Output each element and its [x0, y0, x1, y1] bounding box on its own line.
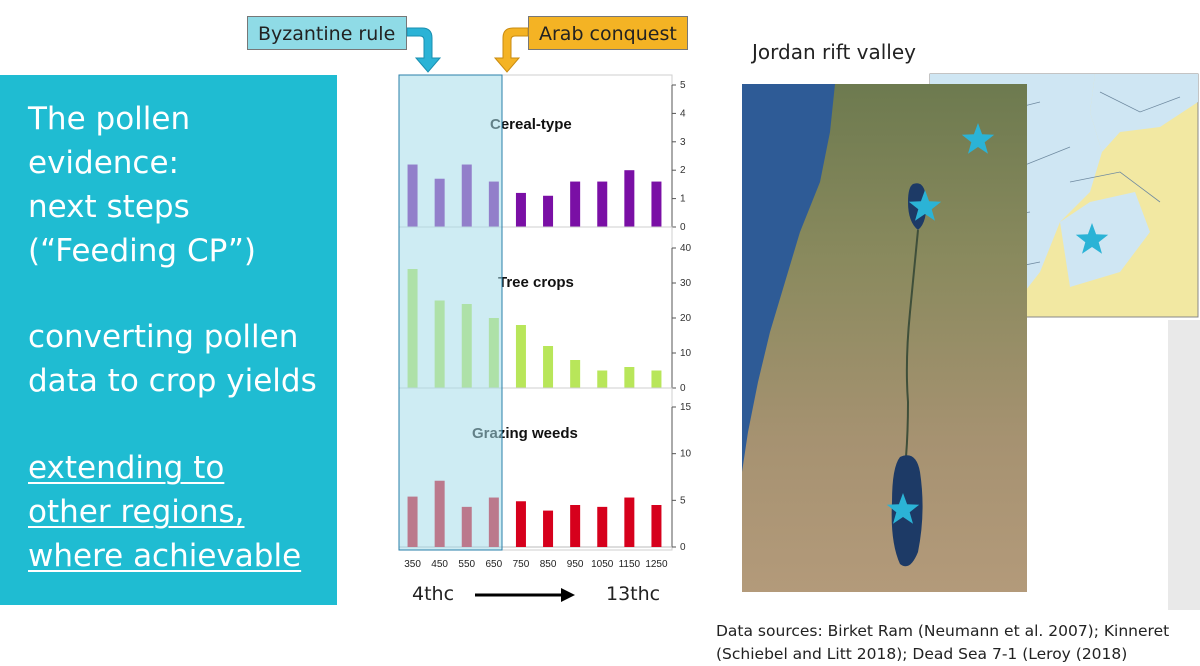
bar-1150 [624, 170, 635, 227]
sources-line-2: (Schiebel and Litt 2018); Dead Sea 7-1 (… [716, 645, 1128, 663]
y-tick-label: 15 [680, 402, 692, 413]
panel-line-5: converting pollen [28, 319, 299, 355]
byzantine-period-highlight [398, 74, 503, 551]
timeline-arrow-icon [475, 588, 575, 602]
data-sources: Data sources: Birket Ram (Neumann et al.… [716, 620, 1169, 666]
y-tick-label: 30 [680, 278, 692, 289]
panel-line-1: The pollen [28, 101, 191, 137]
bar-750 [515, 192, 526, 227]
jordan-river [905, 229, 919, 458]
bar-750 [515, 325, 526, 388]
pollen-chart: 0 1 2 3 4 5 Cereal-type 0 10 20 30 40 Tree crops 0 5 10… [398, 74, 692, 570]
x-tick-label: 1150 [619, 559, 641, 570]
bar-1050 [597, 181, 608, 227]
bar-1250 [651, 370, 662, 388]
bar-1050 [597, 370, 608, 388]
panel-line-6: data to crop yields [28, 363, 317, 399]
era-end-label: 13thc [606, 583, 661, 605]
arab-arrow-icon [493, 27, 529, 73]
era-start-label: 4thc [412, 583, 455, 605]
y-tick-label: 40 [680, 243, 692, 254]
panel-title: Cereal-type [490, 116, 572, 133]
callout-arrows [406, 27, 529, 73]
bar-950 [570, 505, 581, 547]
y-tick-label: 20 [680, 313, 692, 324]
bar-850 [543, 346, 554, 388]
bar-750 [515, 501, 526, 547]
mediterranean-sea [742, 84, 835, 472]
scrollbar[interactable] [1168, 320, 1200, 610]
arab-callout: Arab conquest [528, 16, 688, 50]
bar-850 [543, 510, 554, 547]
y-tick-label: 1 [680, 194, 686, 205]
sources-line-1: Data sources: Birket Ram (Neumann et al.… [716, 622, 1170, 640]
x-tick-label: 850 [540, 559, 557, 570]
y-tick-label: 5 [680, 80, 686, 91]
panel-line-3: next steps [28, 189, 190, 225]
byzantine-callout: Byzantine rule [247, 16, 407, 50]
site-star-icon [961, 123, 995, 154]
y-tick-label: 4 [680, 108, 686, 119]
bar-1150 [624, 497, 635, 547]
x-tick-label: 350 [404, 559, 421, 570]
jordan-valley-map [742, 73, 1199, 592]
bar-1050 [597, 506, 608, 547]
x-tick-label: 450 [431, 559, 448, 570]
y-tick-label: 3 [680, 137, 686, 148]
y-tick-label: 10 [680, 348, 692, 359]
y-tick-label: 0 [680, 383, 686, 394]
byzantine-arrow-icon [406, 27, 442, 73]
y-tick-label: 0 [680, 542, 686, 553]
y-tick-label: 5 [680, 495, 686, 506]
y-tick-label: 2 [680, 165, 686, 176]
x-tick-label: 1250 [645, 559, 668, 570]
y-tick-label: 0 [680, 222, 686, 233]
panel-link-line-2[interactable]: other regions, [28, 494, 245, 530]
y-tick-label: 10 [680, 449, 692, 460]
x-tick-label: 1050 [591, 559, 614, 570]
x-tick-label: 550 [458, 559, 475, 570]
panel-link-line-1[interactable]: extending to [28, 450, 225, 486]
panel-line-2: evidence: [28, 145, 179, 181]
x-tick-label: 650 [486, 559, 503, 570]
site-star-icon [886, 493, 920, 524]
bar-1250 [651, 505, 662, 547]
panel-line-4: (“Feeding CP”) [28, 233, 257, 269]
text-panel: The pollen evidence: next steps (“Feedin… [0, 75, 337, 605]
bar-850 [543, 195, 554, 227]
panel-link-line-3[interactable]: where achievable [28, 538, 302, 574]
map-title: Jordan rift valley [752, 40, 917, 64]
bar-950 [570, 181, 581, 227]
site-star-icon [908, 190, 942, 221]
site-star-icon [1075, 223, 1109, 254]
x-tick-label: 750 [513, 559, 530, 570]
bar-1150 [624, 367, 635, 388]
x-tick-label: 950 [567, 559, 584, 570]
bar-950 [570, 360, 581, 388]
panel-title: Tree crops [498, 274, 574, 291]
bar-1250 [651, 181, 662, 227]
